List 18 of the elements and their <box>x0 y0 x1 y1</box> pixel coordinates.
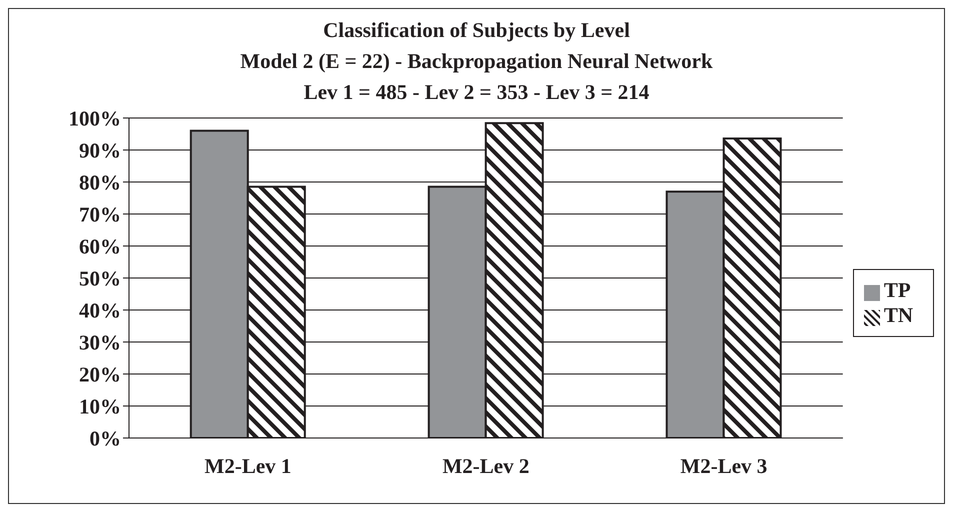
y-tick-label: 90% <box>79 138 121 162</box>
y-tick-label: 70% <box>79 202 121 226</box>
x-tick-label: M2-Lev 1 <box>204 454 292 478</box>
y-tick-label: 60% <box>79 234 121 258</box>
chart-subtitle: Model 2 (E = 22) - Backpropagation Neural Network Lev 1 = 485 - Lev 2 = 353 - Lev 3 = 214 <box>239 48 714 106</box>
legend-label: TP <box>884 278 911 302</box>
y-tick-label: 0% <box>90 426 121 450</box>
y-tick-label: 20% <box>79 362 121 386</box>
y-tick-label: 40% <box>79 298 121 322</box>
y-tick-label: 50% <box>79 266 121 290</box>
y-tick-label: 10% <box>79 394 121 418</box>
x-tick-label: M2-Lev 2 <box>442 454 530 478</box>
chart-title: Classification of Subjects by Level <box>322 17 631 44</box>
legend-label: TN <box>884 303 913 327</box>
y-tick-label: 30% <box>79 330 121 354</box>
y-tick-label: 100% <box>68 106 121 130</box>
x-tick-label: M2-Lev 3 <box>680 454 768 478</box>
y-tick-label: 80% <box>79 170 121 194</box>
